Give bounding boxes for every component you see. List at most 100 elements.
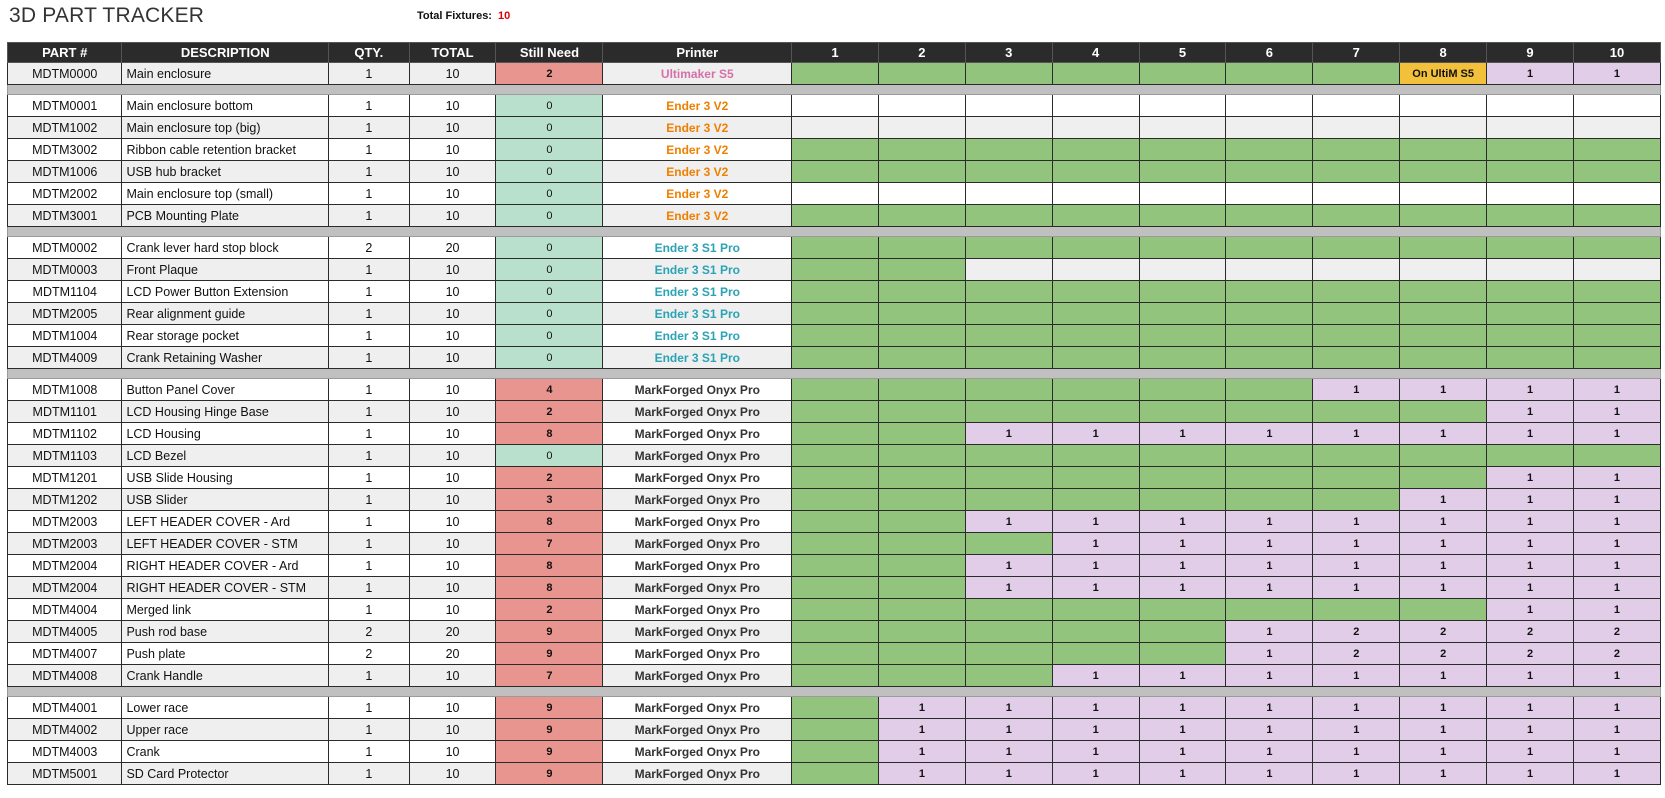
fixture-2-cell[interactable] — [877, 620, 966, 643]
printer-cell[interactable]: MarkForged Onyx Pro — [602, 762, 793, 785]
fixture-2-cell[interactable] — [877, 116, 966, 139]
fixture-1-cell[interactable] — [791, 204, 879, 227]
fixture-10-cell[interactable]: 1 — [1572, 740, 1662, 763]
fixture-6-cell[interactable]: 1 — [1225, 510, 1314, 533]
column-header[interactable]: QTY. — [328, 42, 410, 63]
fixture-8-cell[interactable] — [1399, 346, 1488, 369]
fixture-1-cell[interactable] — [791, 554, 879, 577]
fixture-9-cell[interactable]: 1 — [1486, 740, 1574, 763]
fixture-9-cell[interactable]: 1 — [1486, 400, 1574, 423]
part-number-cell[interactable]: MDTM0003 — [6, 258, 123, 281]
fixture-10-cell[interactable] — [1572, 302, 1662, 325]
still-need-cell[interactable]: 0 — [495, 258, 604, 281]
column-header[interactable]: 7 — [1312, 42, 1401, 63]
total-cell[interactable]: 10 — [408, 762, 497, 785]
fixture-1-cell[interactable] — [791, 94, 879, 117]
fixture-8-cell[interactable]: 1 — [1399, 718, 1488, 741]
fixture-7-cell[interactable]: 2 — [1312, 620, 1401, 643]
fixture-5-cell[interactable]: 1 — [1138, 762, 1227, 785]
description-cell[interactable]: USB hub bracket — [121, 160, 330, 183]
total-cell[interactable]: 20 — [408, 642, 497, 665]
qty-cell[interactable]: 1 — [328, 664, 410, 687]
fixture-5-cell[interactable] — [1138, 444, 1227, 467]
fixture-3-cell[interactable] — [964, 280, 1053, 303]
still-need-cell[interactable]: 7 — [495, 664, 604, 687]
description-cell[interactable]: Rear alignment guide — [121, 302, 330, 325]
fixture-1-cell[interactable] — [791, 444, 879, 467]
column-header[interactable]: 8 — [1399, 42, 1488, 63]
fixture-5-cell[interactable] — [1138, 324, 1227, 347]
fixture-10-cell[interactable] — [1572, 204, 1662, 227]
printer-cell[interactable]: Ender 3 S1 Pro — [602, 236, 793, 259]
still-need-cell[interactable]: 4 — [495, 378, 604, 401]
fixture-7-cell[interactable] — [1312, 258, 1401, 281]
still-need-cell[interactable]: 0 — [495, 182, 604, 205]
fixture-9-cell[interactable] — [1486, 204, 1574, 227]
fixture-10-cell[interactable] — [1572, 160, 1662, 183]
fixture-3-cell[interactable] — [964, 94, 1053, 117]
fixture-7-cell[interactable] — [1312, 94, 1401, 117]
fixture-2-cell[interactable] — [877, 488, 966, 511]
still-need-cell[interactable]: 2 — [495, 400, 604, 423]
still-need-cell[interactable]: 2 — [495, 598, 604, 621]
description-cell[interactable]: Upper race — [121, 718, 330, 741]
fixture-6-cell[interactable]: 1 — [1225, 576, 1314, 599]
fixture-4-cell[interactable] — [1051, 324, 1140, 347]
fixture-1-cell[interactable] — [791, 718, 879, 741]
fixture-4-cell[interactable]: 1 — [1051, 696, 1140, 719]
fixture-5-cell[interactable]: 1 — [1138, 532, 1227, 555]
fixture-6-cell[interactable] — [1225, 94, 1314, 117]
printer-cell[interactable]: MarkForged Onyx Pro — [602, 510, 793, 533]
fixture-2-cell[interactable]: 1 — [877, 718, 966, 741]
fixture-10-cell[interactable]: 1 — [1572, 400, 1662, 423]
column-header[interactable]: 1 — [791, 42, 879, 63]
fixture-8-cell[interactable] — [1399, 204, 1488, 227]
fixture-5-cell[interactable]: 1 — [1138, 664, 1227, 687]
still-need-cell[interactable]: 0 — [495, 204, 604, 227]
column-header[interactable]: 5 — [1138, 42, 1227, 63]
fixture-8-cell[interactable]: 1 — [1399, 762, 1488, 785]
total-cell[interactable]: 10 — [408, 532, 497, 555]
still-need-cell[interactable]: 0 — [495, 138, 604, 161]
fixture-10-cell[interactable] — [1572, 116, 1662, 139]
fixture-7-cell[interactable] — [1312, 444, 1401, 467]
description-cell[interactable]: Merged link — [121, 598, 330, 621]
fixture-4-cell[interactable] — [1051, 620, 1140, 643]
fixture-6-cell[interactable] — [1225, 116, 1314, 139]
fixture-3-cell[interactable] — [964, 642, 1053, 665]
fixture-5-cell[interactable] — [1138, 116, 1227, 139]
part-number-cell[interactable]: MDTM2003 — [6, 532, 123, 555]
fixture-10-cell[interactable]: 1 — [1572, 576, 1662, 599]
fixture-2-cell[interactable]: 1 — [877, 762, 966, 785]
fixture-8-cell[interactable]: 1 — [1399, 422, 1488, 445]
fixture-6-cell[interactable] — [1225, 400, 1314, 423]
description-cell[interactable]: Front Plaque — [121, 258, 330, 281]
qty-cell[interactable]: 1 — [328, 696, 410, 719]
printer-cell[interactable]: Ender 3 V2 — [602, 160, 793, 183]
fixture-9-cell[interactable]: 1 — [1486, 696, 1574, 719]
fixture-3-cell[interactable]: 1 — [964, 554, 1053, 577]
fixture-6-cell[interactable]: 1 — [1225, 554, 1314, 577]
fixture-10-cell[interactable]: 2 — [1572, 642, 1662, 665]
part-number-cell[interactable]: MDTM4008 — [6, 664, 123, 687]
fixture-6-cell[interactable] — [1225, 378, 1314, 401]
part-number-cell[interactable]: MDTM1103 — [6, 444, 123, 467]
fixture-3-cell[interactable]: 1 — [964, 510, 1053, 533]
fixture-5-cell[interactable] — [1138, 94, 1227, 117]
fixture-2-cell[interactable] — [877, 236, 966, 259]
fixture-4-cell[interactable]: 1 — [1051, 718, 1140, 741]
fixture-7-cell[interactable] — [1312, 204, 1401, 227]
total-cell[interactable]: 10 — [408, 696, 497, 719]
fixture-5-cell[interactable] — [1138, 182, 1227, 205]
fixture-9-cell[interactable]: 1 — [1486, 664, 1574, 687]
printer-cell[interactable]: Ender 3 V2 — [602, 138, 793, 161]
still-need-cell[interactable]: 0 — [495, 444, 604, 467]
fixture-4-cell[interactable] — [1051, 236, 1140, 259]
column-header[interactable]: 10 — [1572, 42, 1662, 63]
description-cell[interactable]: Rear storage pocket — [121, 324, 330, 347]
still-need-cell[interactable]: 0 — [495, 324, 604, 347]
fixture-4-cell[interactable]: 1 — [1051, 510, 1140, 533]
description-cell[interactable]: LCD Power Button Extension — [121, 280, 330, 303]
fixture-7-cell[interactable]: 2 — [1312, 642, 1401, 665]
fixture-1-cell[interactable] — [791, 488, 879, 511]
